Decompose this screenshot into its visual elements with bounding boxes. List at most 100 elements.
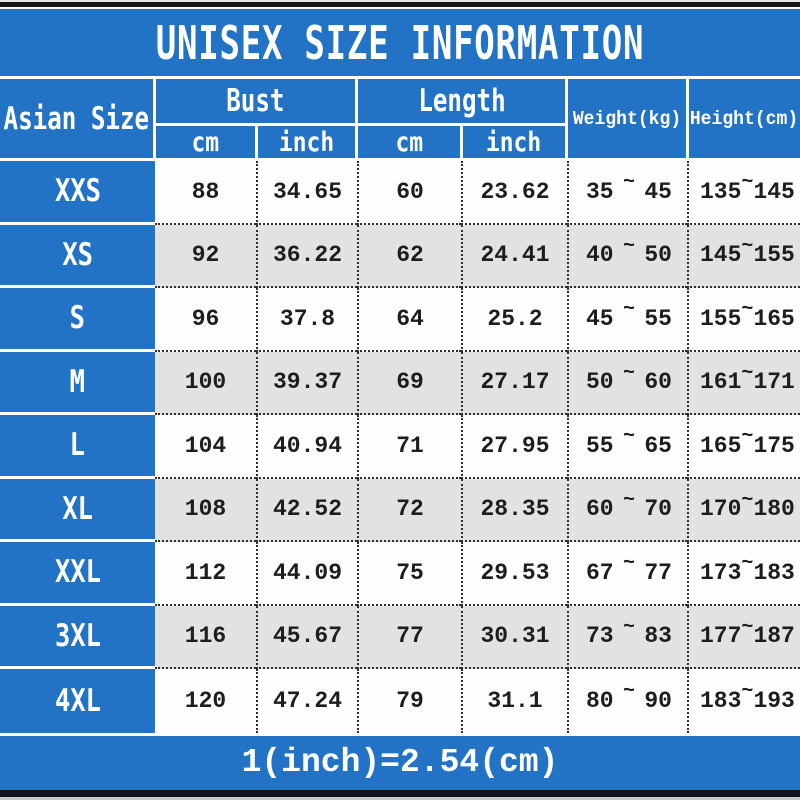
bust-cm-value: 100 <box>184 369 227 396</box>
weight-max-value: 60 <box>644 369 672 396</box>
table-row: S 96 37.8 64 25.2 45 ~ 55 155 ~ 165 <box>0 288 800 352</box>
bust-inch-value: 39.37 <box>272 369 342 396</box>
length-inch-value: 30.31 <box>480 623 550 650</box>
tilde-glyph: ~ <box>741 680 754 704</box>
header-asian-size-label: Asian Size <box>3 100 150 137</box>
weight-max-value: 45 <box>644 178 672 205</box>
length-cm-cell: 72 <box>357 478 461 542</box>
bust-cm-value: 96 <box>191 305 220 332</box>
table-body: XXS 88 34.65 60 23.62 35 ~ 45 135 ~ <box>0 161 800 733</box>
bust-inch-value: 47.24 <box>272 687 342 714</box>
length-inch-value: 31.1 <box>487 687 543 714</box>
height-min-value: 155 <box>700 305 742 332</box>
length-cm-value: 79 <box>396 687 424 714</box>
tilde-glyph: ~ <box>622 425 635 449</box>
table-row: M 100 39.37 69 27.17 50 ~ 60 161 ~ 1 <box>0 351 800 415</box>
bust-cm-value: 108 <box>184 496 227 523</box>
weight-max-value: 55 <box>644 305 672 332</box>
length-inch-cell: 23.62 <box>461 161 567 225</box>
weight-range-cell: 73 ~ 83 <box>567 605 687 669</box>
length-inch-value: 27.95 <box>480 432 550 459</box>
header-bust-label: Bust <box>226 83 285 119</box>
bust-inch-cell: 37.8 <box>256 288 357 352</box>
weight-min-value: 55 <box>586 432 614 459</box>
length-cm-cell: 62 <box>357 224 461 288</box>
bottom-border-bar <box>0 789 800 797</box>
bottom-edge-strip <box>0 796 800 800</box>
weight-range-cell: 40 ~ 50 <box>567 224 687 288</box>
height-max-value: 171 <box>753 369 795 396</box>
weight-max-value: 50 <box>644 242 672 269</box>
size-cell: 3XL <box>0 605 155 669</box>
length-cm-cell: 75 <box>357 542 461 606</box>
weight-range-cell: 80 ~ 90 <box>567 669 687 733</box>
bust-cm-cell: 112 <box>155 542 256 606</box>
length-inch-cell: 31.1 <box>461 669 567 733</box>
size-label: 3XL <box>54 617 101 654</box>
tilde-glyph: ~ <box>741 234 754 258</box>
height-max-value: 175 <box>753 432 795 459</box>
table-row: XL 108 42.52 72 28.35 60 ~ 70 170 ~ <box>0 478 800 542</box>
top-edge-strip <box>0 0 800 2</box>
tilde-glyph: ~ <box>622 361 635 385</box>
bust-cm-value: 104 <box>184 432 227 459</box>
weight-max-value: 65 <box>644 432 672 459</box>
length-cm-cell: 60 <box>357 161 461 225</box>
tilde-glyph: ~ <box>622 615 635 639</box>
table-row: 4XL 120 47.24 79 31.1 80 ~ 90 183 ~ <box>0 669 800 733</box>
size-cell: L <box>0 415 155 479</box>
bust-inch-value: 37.8 <box>279 305 336 332</box>
tilde-glyph: ~ <box>741 171 754 195</box>
height-min-value: 145 <box>700 242 742 269</box>
size-label: 4XL <box>54 682 101 719</box>
height-min-value: 161 <box>700 369 742 396</box>
height-range-cell: 165 ~ 175 <box>687 415 800 479</box>
tilde-glyph: ~ <box>741 488 754 512</box>
weight-range-cell: 50 ~ 60 <box>567 351 687 415</box>
size-label: S <box>69 300 86 337</box>
size-label: M <box>69 363 86 400</box>
size-cell: XS <box>0 224 155 288</box>
length-cm-value: 72 <box>396 496 424 523</box>
weight-range-cell: 55 ~ 65 <box>567 415 687 479</box>
length-inch-value: 23.62 <box>480 178 550 205</box>
weight-range-cell: 67 ~ 77 <box>567 542 687 606</box>
length-cm-cell: 64 <box>357 288 461 352</box>
bust-cm-value: 112 <box>184 559 227 586</box>
height-min-value: 170 <box>700 496 742 523</box>
tilde-glyph: ~ <box>741 552 754 576</box>
height-max-value: 155 <box>753 242 795 269</box>
length-cm-value: 60 <box>396 178 424 205</box>
weight-range-cell: 60 ~ 70 <box>567 478 687 542</box>
height-max-value: 183 <box>753 559 795 586</box>
height-range-cell: 135 ~ 145 <box>687 161 800 225</box>
size-cell: XXL <box>0 542 155 606</box>
header-length-cm: cm <box>358 126 460 158</box>
bust-inch-value: 40.94 <box>272 432 342 459</box>
table-row: XXS 88 34.65 60 23.62 35 ~ 45 135 ~ <box>0 161 800 225</box>
header-bust-cm-label: cm <box>191 126 220 158</box>
bust-cm-value: 88 <box>191 178 220 205</box>
height-range-cell: 161 ~ 171 <box>687 351 800 415</box>
tilde-glyph: ~ <box>622 488 635 512</box>
length-inch-value: 25.2 <box>487 305 543 332</box>
weight-min-value: 60 <box>586 496 614 523</box>
length-cm-value: 62 <box>396 242 424 269</box>
size-label: L <box>69 427 86 464</box>
length-inch-cell: 27.17 <box>461 351 567 415</box>
bust-cm-cell: 100 <box>155 351 256 415</box>
height-min-value: 135 <box>700 178 742 205</box>
bust-cm-cell: 92 <box>155 224 256 288</box>
bust-inch-cell: 34.65 <box>256 161 357 225</box>
tilde-glyph: ~ <box>622 171 635 195</box>
weight-min-value: 35 <box>586 178 614 205</box>
header-bust-cm: cm <box>156 126 255 158</box>
length-cm-value: 69 <box>396 369 424 396</box>
weight-min-value: 67 <box>586 559 614 586</box>
bust-cm-value: 120 <box>184 687 227 714</box>
weight-min-value: 45 <box>586 305 614 332</box>
height-min-value: 183 <box>700 687 742 714</box>
length-inch-value: 29.53 <box>480 559 550 586</box>
header-length-label: Length <box>417 83 506 119</box>
